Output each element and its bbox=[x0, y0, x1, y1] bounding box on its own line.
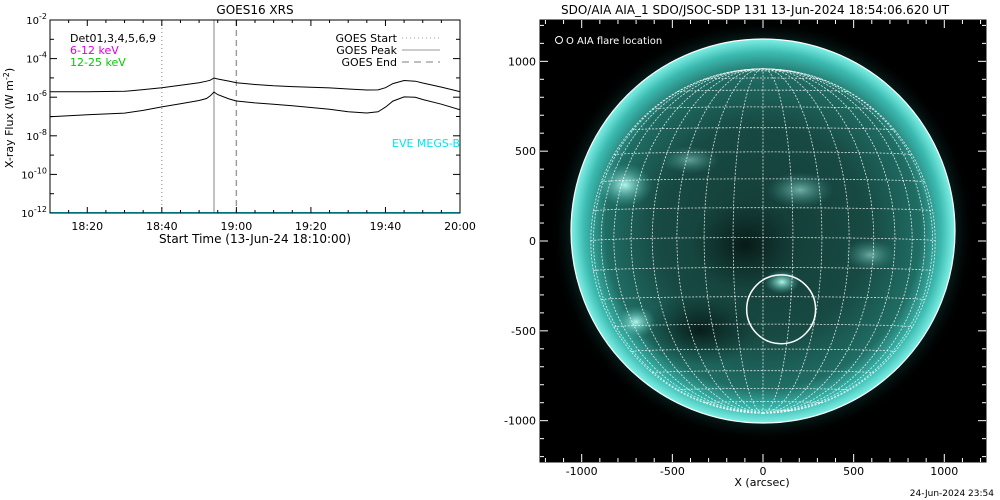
goes-x-tick-label: 19:20 bbox=[295, 220, 327, 233]
goes-x-tick-label: 18:40 bbox=[146, 220, 178, 233]
latitude-line bbox=[593, 267, 933, 272]
longitude-line bbox=[762, 68, 875, 414]
goes-y-axis-label-base: X-ray Flux (W m bbox=[3, 80, 16, 168]
legend-12-25kev: 12-25 keV bbox=[70, 56, 126, 69]
aia-x-tick-label: -500 bbox=[660, 465, 685, 478]
goes-y-axis-label-exp: -2 bbox=[2, 72, 11, 80]
goes-y-tick-label: 10-12 bbox=[21, 205, 47, 220]
longitude-line bbox=[613, 68, 764, 414]
latitude-line bbox=[630, 348, 896, 352]
flare-legend-symbol bbox=[555, 36, 563, 44]
legend-6-12kev: 6-12 keV bbox=[70, 44, 119, 57]
longitude-line bbox=[600, 68, 764, 414]
goes-series-layer bbox=[50, 77, 460, 213]
goes-x-tick-label: 19:00 bbox=[221, 220, 253, 233]
aia-x-tick-label: 500 bbox=[843, 465, 864, 478]
heliographic-grid bbox=[590, 68, 936, 414]
aia-x-axis-label: X (arcsec) bbox=[734, 476, 789, 489]
longitude-line bbox=[630, 68, 764, 414]
longitude-line bbox=[651, 68, 764, 414]
goes-series-0 bbox=[50, 77, 460, 93]
goes-chart-title: GOES16 XRS bbox=[216, 3, 293, 17]
aia-y-tick-label: -1000 bbox=[504, 415, 536, 428]
latitude-line bbox=[652, 370, 874, 374]
goes-y-tick-base: 10 bbox=[21, 209, 34, 220]
longitude-line bbox=[762, 68, 896, 414]
solar-features bbox=[590, 68, 936, 414]
aia-x-tick-label: 0 bbox=[760, 465, 767, 478]
goes-y-tick-base: 10 bbox=[26, 93, 39, 104]
longitude-line bbox=[676, 68, 764, 414]
legend-goes-end: GOES End bbox=[341, 56, 397, 69]
longitude-line bbox=[762, 68, 794, 414]
goes-y-axis-label-close: ) bbox=[3, 68, 16, 72]
solar-limb bbox=[570, 38, 956, 424]
legend-goes-peak: GOES Peak bbox=[336, 44, 397, 57]
goes-y-tick-label: 10-10 bbox=[21, 166, 47, 181]
goes-y-tick-base: 10 bbox=[26, 16, 39, 27]
goes-x-axis-label: Start Time (13-Jun-24 18:10:00) bbox=[159, 232, 351, 246]
goes-y-tick-exp: -6 bbox=[39, 89, 47, 98]
goes-y-tick-label: 10-6 bbox=[26, 89, 47, 104]
active-region-north bbox=[766, 172, 834, 208]
active-region-southeast bbox=[616, 306, 656, 338]
goes-y-tick-label: 10-8 bbox=[26, 128, 47, 143]
longitude-line bbox=[762, 68, 823, 414]
aia-image-panel: SDO/AIA AIA_1 SDO/JSOC-SDP 131 13-Jun-20… bbox=[504, 3, 994, 499]
latitude-line bbox=[676, 89, 850, 93]
goes-y-tick-exp: -8 bbox=[39, 128, 47, 137]
footer-timestamp: 24-Jun-2024 23:54 bbox=[910, 489, 994, 499]
goes-ticks: 18:20 18:40 19:00 19:20 19:40 20:0010-210-410… bbox=[21, 12, 476, 233]
longitude-line bbox=[732, 68, 764, 414]
aia-y-tick-label: -500 bbox=[511, 325, 536, 338]
aia-y-tick-label: 0 bbox=[529, 235, 536, 248]
legend-detectors: Det01,3,4,5,6,9 bbox=[70, 32, 156, 45]
longitude-line bbox=[703, 68, 764, 414]
coronal-hole-lower bbox=[640, 295, 760, 365]
longitude-line bbox=[762, 68, 850, 414]
goes-annotation-layer bbox=[161, 20, 238, 213]
goes-y-tick-label: 10-4 bbox=[26, 51, 47, 66]
goes-y-tick-base: 10 bbox=[21, 170, 34, 181]
goes-x-tick-label: 18:20 bbox=[71, 220, 103, 233]
aia-y-tick-label: 1000 bbox=[508, 55, 536, 68]
aia-x-tick-label: -1000 bbox=[566, 465, 598, 478]
goes-y-tick-exp: -2 bbox=[39, 12, 47, 21]
goes-xrs-chart: GOES16 XRS 18:20 18:40 19:00 19:20 19:40 20:0… bbox=[2, 3, 476, 246]
active-region-flare bbox=[764, 270, 800, 294]
goes-x-tick-label: 19:40 bbox=[370, 220, 402, 233]
flare-location-circle bbox=[745, 274, 817, 345]
goes-y-tick-base: 10 bbox=[26, 132, 39, 143]
longitude-line bbox=[762, 68, 936, 414]
goes-y-tick-label: 10-2 bbox=[26, 12, 47, 27]
aia-x-tick-label: 1000 bbox=[930, 465, 958, 478]
active-region-northwest bbox=[660, 146, 720, 174]
goes-y-tick-exp: -4 bbox=[39, 51, 47, 60]
goes-y-tick-exp: -12 bbox=[34, 205, 47, 214]
active-region-west bbox=[597, 163, 653, 207]
goes-y-axis-label: X-ray Flux (W m-2) bbox=[2, 68, 16, 168]
legend-goes-start: GOES Start bbox=[336, 32, 398, 45]
aia-ticks: -1000 -500 0 500 1000 1000 500 0 -500 -1000 bbox=[504, 20, 986, 478]
longitude-line bbox=[762, 68, 913, 414]
eve-megs-b-label: EVE MEGS-B bbox=[392, 137, 460, 150]
aia-y-tick-label: 500 bbox=[515, 145, 536, 158]
flare-legend-label: O AIA flare location bbox=[566, 36, 662, 47]
latitude-line bbox=[676, 388, 850, 391]
aia-title: SDO/AIA AIA_1 SDO/JSOC-SDP 131 13-Jun-20… bbox=[561, 3, 950, 17]
longitude-line bbox=[592, 68, 764, 414]
goes-y-tick-exp: -10 bbox=[34, 166, 47, 175]
goes-x-tick-label: 20:00 bbox=[444, 220, 476, 233]
goes-y-tick-base: 10 bbox=[26, 55, 39, 66]
active-region-east bbox=[844, 239, 896, 271]
longitude-line bbox=[590, 68, 764, 414]
goes-series-1 bbox=[50, 91, 460, 118]
longitude-line bbox=[762, 68, 926, 414]
